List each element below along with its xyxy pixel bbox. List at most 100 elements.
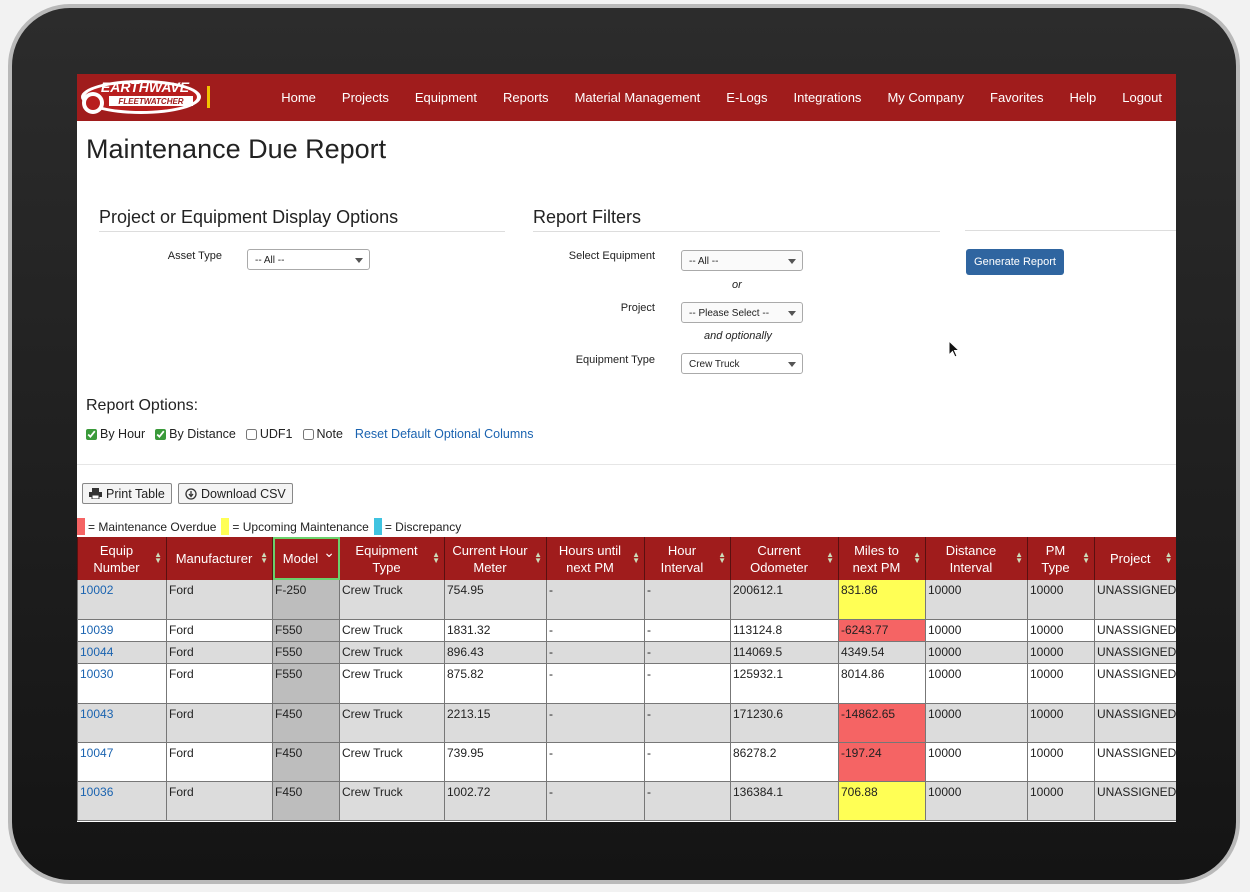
equipment-link[interactable]: 10047 — [80, 745, 114, 760]
column-header[interactable]: Hour Interval ▲ ▼ — [644, 537, 731, 580]
cell-text: UNASSIGNED — [1097, 666, 1176, 681]
column-header[interactable]: PM Type ▲ ▼ — [1027, 537, 1095, 580]
cell-text: 10000 — [928, 784, 962, 799]
table-cell: 171230.6 — [730, 703, 839, 743]
nav-item[interactable]: E-Logs — [726, 90, 768, 105]
cell-text: Ford — [169, 666, 194, 681]
print-button[interactable]: Print Table — [82, 483, 172, 504]
nav-item[interactable]: Help — [1069, 90, 1097, 105]
column-header[interactable]: Manufacturer ▲ ▼ — [166, 537, 273, 580]
table-cell: 10000 — [925, 703, 1028, 743]
or-text: or — [732, 279, 742, 291]
checkbox[interactable] — [302, 428, 314, 440]
table-cell: 896.43 — [444, 641, 547, 664]
equipment-link[interactable]: 10043 — [80, 706, 114, 721]
equipment-link[interactable]: 10002 — [80, 583, 114, 597]
table-cell: F550 — [272, 663, 340, 704]
table-cell: Crew Truck — [339, 580, 445, 620]
legend: = Maintenance Overdue = Upcoming Maintena… — [77, 518, 461, 535]
asset-type-select[interactable]: -- All -- — [247, 249, 370, 270]
nav-item[interactable]: Home — [281, 90, 316, 105]
cell-text: Ford — [169, 644, 194, 659]
cell-text: F450 — [275, 706, 303, 721]
table-cell: 2213.15 — [444, 703, 547, 743]
table-cell: 875.82 — [444, 663, 547, 704]
cell-text: UNASSIGNED — [1097, 745, 1176, 760]
option: Note — [302, 427, 343, 441]
column-header[interactable]: Miles to next PM ▲ ▼ — [838, 537, 926, 580]
column-header[interactable]: Hours until next PM ▲ ▼ — [546, 537, 645, 580]
column-header[interactable]: Current Odometer ▲ ▼ — [730, 537, 839, 580]
nav-item[interactable]: Projects — [341, 90, 389, 105]
checkbox[interactable] — [245, 428, 257, 440]
cell-text: 86278.2 — [733, 745, 777, 760]
cell-text: - — [647, 644, 651, 659]
equipment-link[interactable]: 10036 — [80, 784, 114, 799]
table-cell: - — [644, 742, 731, 782]
table-cell: - — [546, 663, 645, 704]
column-header[interactable]: Current Hour Meter ▲ ▼ — [444, 537, 547, 580]
nav-item[interactable]: Logout — [1122, 90, 1162, 105]
cell-text: F450 — [275, 784, 303, 799]
sort-arrows: ▲ ▼ — [1015, 550, 1023, 565]
nav-item[interactable]: My Company — [887, 90, 965, 105]
table-cell: Crew Truck — [339, 781, 445, 821]
equipment-link[interactable]: 10030 — [80, 666, 114, 681]
table-cell: Ford — [166, 742, 273, 782]
sort-arrows: ▲ ▼ — [534, 550, 542, 565]
project-select[interactable]: -- Please Select -- — [681, 302, 803, 323]
cell-text: 10000 — [1030, 784, 1064, 799]
section-title: Report Filters — [533, 207, 940, 232]
screen: EARTHWAVE FLEETWATCHER Home Projects Equip… — [77, 74, 1176, 822]
nav-item[interactable]: Integrations — [793, 90, 862, 105]
column-header[interactable]: Model ⌄ — [272, 537, 340, 580]
nav-menu: Home Projects Equipment Reports Material Man… — [281, 74, 1162, 121]
generate-button[interactable]: Generate Report — [966, 249, 1064, 275]
table-cell: 1002.72 — [444, 781, 547, 821]
cell-text: - — [549, 666, 553, 681]
table-cell: - — [546, 641, 645, 664]
options-title: Report Options: — [86, 397, 199, 414]
table-cell: - — [546, 742, 645, 782]
nav-item[interactable]: Equipment — [414, 90, 478, 105]
download-button[interactable]: Download CSV — [178, 483, 293, 504]
cell-text: F550 — [275, 622, 303, 637]
reset-link[interactable]: Reset Default Optional Columns — [354, 427, 534, 441]
column-header[interactable]: Equipment Type ▲ ▼ — [339, 537, 445, 580]
option-label: UDF1 — [259, 427, 293, 441]
cell-text: 125932.1 — [733, 666, 784, 681]
logo-name: EARTHWAVE — [101, 79, 190, 95]
nav-item[interactable]: Favorites — [990, 90, 1044, 105]
equipment-link[interactable]: 10044 — [80, 644, 114, 659]
table-cell: Ford — [166, 580, 273, 620]
cell-text: 10000 — [1030, 622, 1064, 637]
table-cell: UNASSIGNED — [1094, 703, 1176, 743]
logo[interactable]: EARTHWAVE FLEETWATCHER — [79, 77, 214, 119]
checkbox[interactable] — [155, 428, 167, 440]
table-cell: - — [644, 619, 731, 642]
equipment-link[interactable]: 10039 — [80, 622, 114, 637]
divider — [965, 230, 1176, 231]
table-cell: UNASSIGNED — [1094, 781, 1176, 821]
cell-text: - — [647, 745, 651, 760]
column-header[interactable]: Distance Interval ▲ ▼ — [925, 537, 1028, 580]
equipment-type-select[interactable]: Crew Truck — [681, 353, 803, 374]
legend-swatch — [373, 518, 382, 535]
cell-text: UNASSIGNED — [1097, 706, 1176, 721]
column-header[interactable]: Project ▲ ▼ — [1094, 537, 1176, 580]
table-cell: 739.95 — [444, 742, 547, 782]
equipment-select[interactable]: -- All -- — [681, 250, 803, 271]
print-icon — [89, 488, 102, 499]
table-cell: 10000 — [1027, 641, 1095, 664]
nav-item[interactable]: Material Management — [574, 90, 701, 105]
mouse-cursor — [948, 340, 961, 358]
table-cell: 10000 — [925, 742, 1028, 782]
checkbox[interactable] — [86, 428, 97, 440]
header-label: Model — [282, 551, 319, 566]
table-cell: 10043 — [77, 703, 167, 743]
cell-text: UNASSIGNED — [1097, 784, 1176, 799]
nav-item[interactable]: Reports — [503, 90, 549, 105]
table-cell: - — [546, 703, 645, 743]
table-head: Equip Number ▲ ▼ Manufacturer ▲ ▼ Model ⌄ Equipm… — [77, 537, 1176, 580]
column-header[interactable]: Equip Number ▲ ▼ — [77, 537, 167, 580]
